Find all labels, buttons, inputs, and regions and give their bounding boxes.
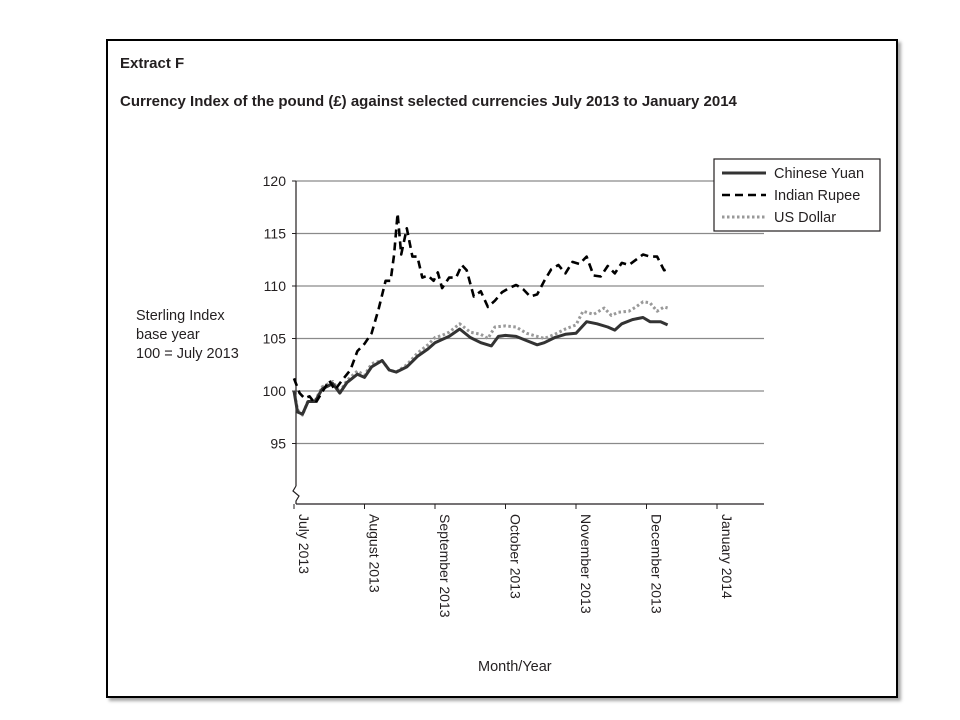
x-tick-label-6: January 2014 — [719, 514, 735, 599]
y-axis-label-line-1: Sterling Index — [136, 308, 225, 324]
x-tick-label-4: November 2013 — [578, 514, 594, 614]
y-tick-label-95: 95 — [270, 436, 286, 452]
x-axis-label: Month/Year — [478, 659, 552, 675]
y-axis-label: Sterling Index base year 100 = July 2013 — [136, 307, 239, 364]
y-axis-break — [292, 485, 300, 504]
x-tick-label-1: August 2013 — [367, 514, 383, 593]
extract-label: Extract F — [120, 55, 185, 72]
legend-label-2: US Dollar — [774, 210, 836, 226]
legend-label-1: Indian Rupee — [774, 188, 860, 204]
y-tick-label-105: 105 — [263, 331, 287, 347]
series-line-chinese-yuan — [292, 316, 669, 416]
x-tick-label-2: September 2013 — [437, 514, 453, 618]
line-chart: 95 100 105 110 115 120 July 2013 August 2013 Sep… — [263, 158, 881, 618]
y-tick-label-120: 120 — [263, 173, 287, 189]
y-tick-label-100: 100 — [263, 383, 287, 399]
legend-label-0: Chinese Yuan — [774, 166, 864, 182]
y-axis-label-line-3: 100 = July 2013 — [136, 346, 239, 362]
extract-frame: Extract F Currency Index of the pound (£… — [106, 39, 898, 698]
chart-title: Currency Index of the pound (£) against … — [120, 93, 737, 110]
y-tick-label-110: 110 — [264, 278, 287, 294]
y-tick-label-115: 115 — [264, 226, 287, 242]
x-tick-label-0: July 2013 — [296, 514, 312, 574]
x-tick-label-3: October 2013 — [508, 514, 524, 599]
y-axis-label-line-2: base year — [136, 327, 200, 343]
series-line-us-dollar — [292, 300, 669, 417]
series-line-indian-rupee — [292, 212, 668, 405]
x-tick-label-5: December 2013 — [649, 514, 665, 614]
